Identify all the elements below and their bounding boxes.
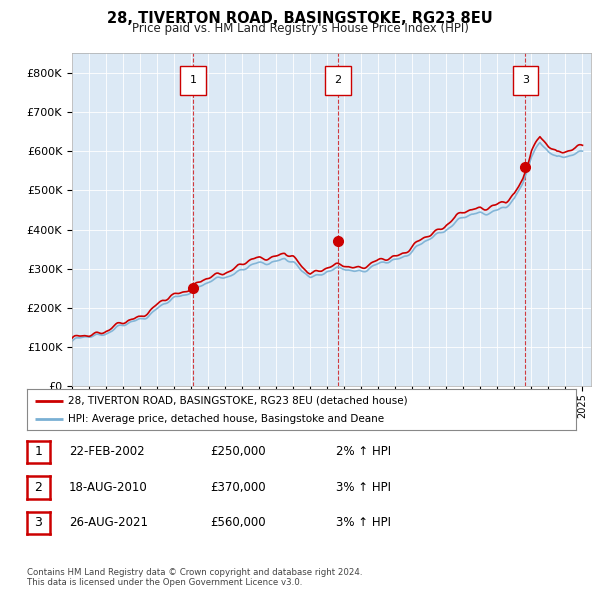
Text: 2: 2 (34, 481, 43, 494)
Text: 18-AUG-2010: 18-AUG-2010 (69, 481, 148, 494)
Text: 3: 3 (34, 516, 43, 529)
Text: Contains HM Land Registry data © Crown copyright and database right 2024.
This d: Contains HM Land Registry data © Crown c… (27, 568, 362, 587)
Text: 28, TIVERTON ROAD, BASINGSTOKE, RG23 8EU: 28, TIVERTON ROAD, BASINGSTOKE, RG23 8EU (107, 11, 493, 25)
Text: 3% ↑ HPI: 3% ↑ HPI (336, 516, 391, 529)
Text: 1: 1 (190, 76, 197, 86)
Text: HPI: Average price, detached house, Basingstoke and Deane: HPI: Average price, detached house, Basi… (68, 415, 385, 424)
Text: £560,000: £560,000 (210, 516, 266, 529)
Text: 26-AUG-2021: 26-AUG-2021 (69, 516, 148, 529)
Text: £370,000: £370,000 (210, 481, 266, 494)
FancyBboxPatch shape (512, 67, 538, 95)
Text: 22-FEB-2002: 22-FEB-2002 (69, 445, 145, 458)
Text: 3% ↑ HPI: 3% ↑ HPI (336, 481, 391, 494)
Text: £250,000: £250,000 (210, 445, 266, 458)
FancyBboxPatch shape (325, 67, 351, 95)
Text: 28, TIVERTON ROAD, BASINGSTOKE, RG23 8EU (detached house): 28, TIVERTON ROAD, BASINGSTOKE, RG23 8EU… (68, 396, 408, 406)
Text: 1: 1 (34, 445, 43, 458)
Text: 2% ↑ HPI: 2% ↑ HPI (336, 445, 391, 458)
Text: 3: 3 (522, 76, 529, 86)
Text: Price paid vs. HM Land Registry's House Price Index (HPI): Price paid vs. HM Land Registry's House … (131, 22, 469, 35)
FancyBboxPatch shape (181, 67, 206, 95)
Text: 2: 2 (334, 76, 341, 86)
